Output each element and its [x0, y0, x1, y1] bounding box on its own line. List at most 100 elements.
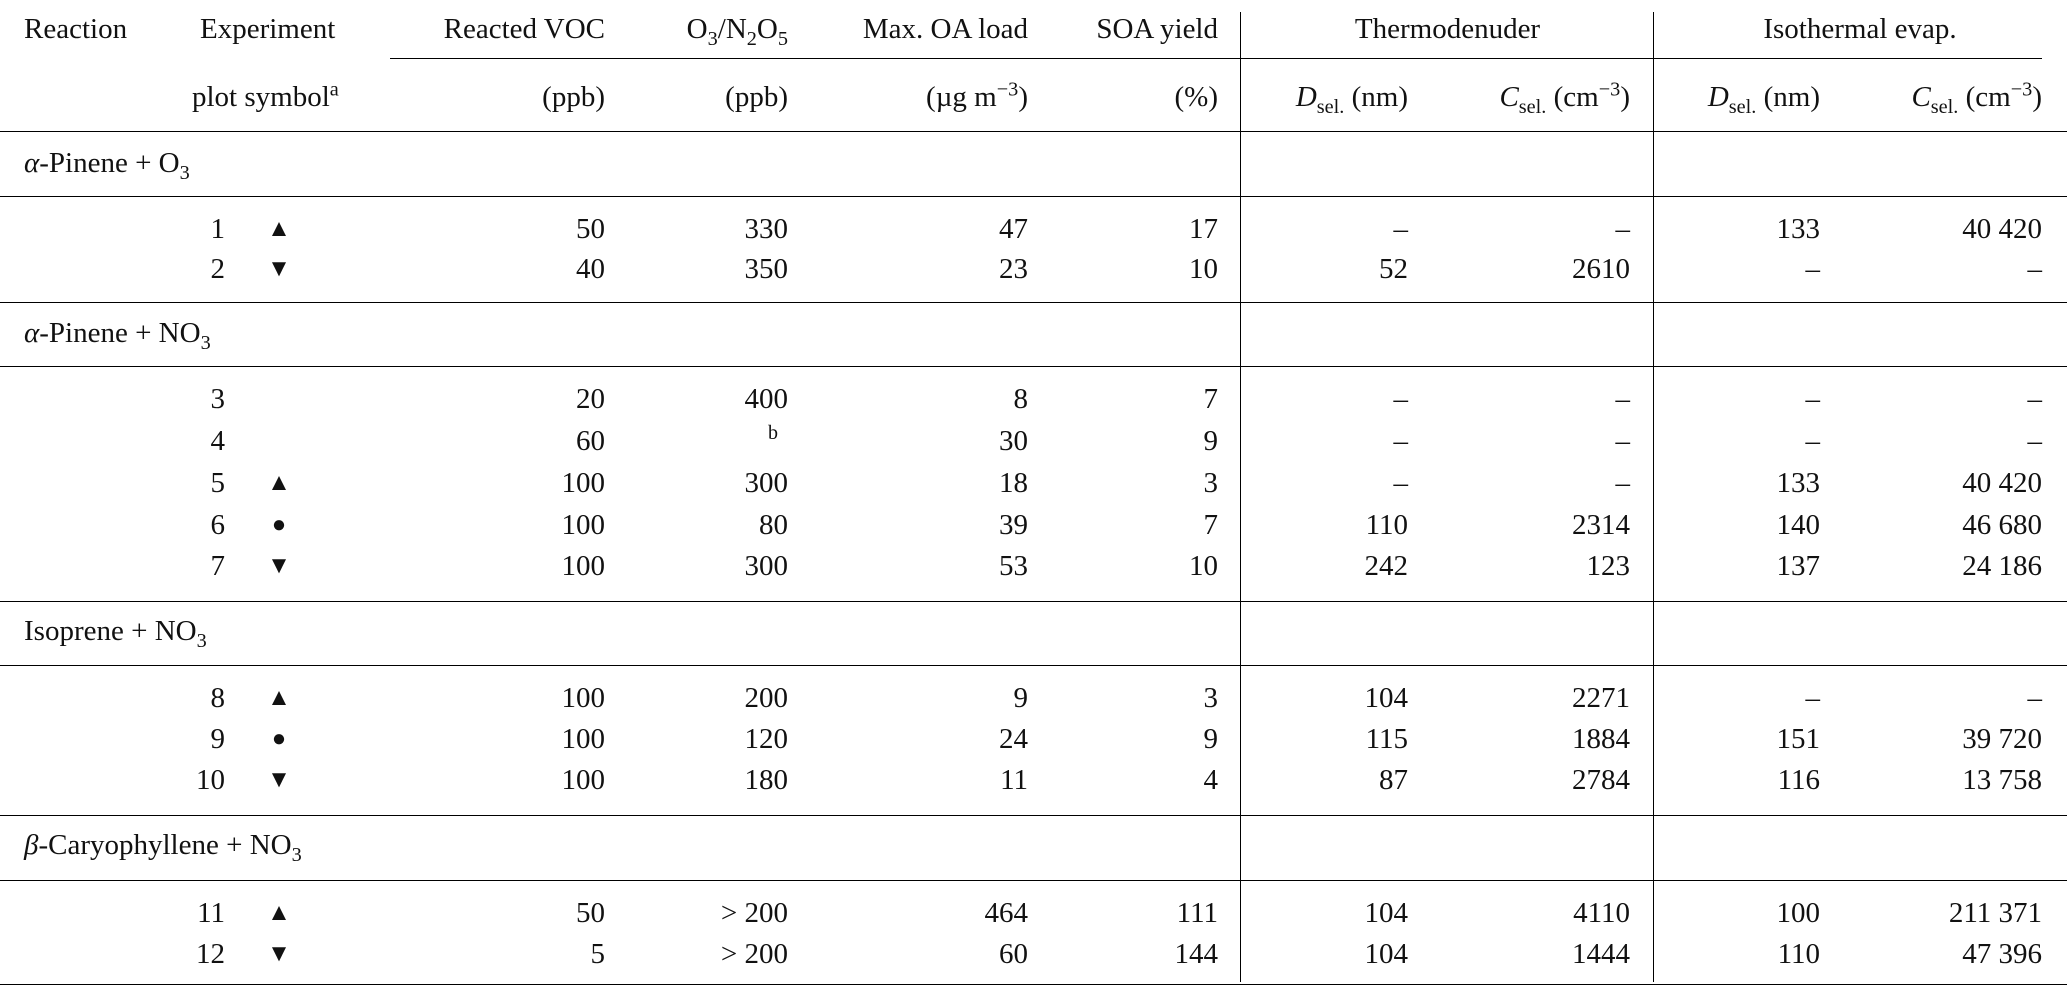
cell-iso-c: 46 680	[1962, 509, 2042, 541]
cell-soa: 4	[1203, 764, 1219, 796]
cell-td-c: 4110	[1573, 897, 1630, 929]
cell-oa: 8	[1013, 383, 1029, 415]
cell-oa: 30	[999, 425, 1028, 457]
cell-exp: 11	[197, 897, 225, 929]
cell-ox: 120	[744, 723, 789, 755]
cell-td-c: –	[1615, 213, 1631, 245]
cell-td-d: 242	[1364, 550, 1409, 582]
header-reacted-voc: Reacted VOC	[443, 13, 605, 45]
cell-iso-d: 110	[1777, 938, 1820, 970]
group-rule	[0, 601, 2067, 602]
header-max-oa: Max. OA load	[862, 13, 1028, 45]
cell-iso-d: 151	[1776, 723, 1821, 755]
header-td-dsel: Dsel. (nm)	[1295, 81, 1408, 118]
cell-iso-c: –	[2027, 383, 2043, 415]
cell-td-c: 2271	[1572, 682, 1630, 714]
cell-ox: 300	[744, 550, 789, 582]
cell-td-c: 2610	[1572, 253, 1630, 285]
unit-voc: (ppb)	[542, 81, 605, 113]
cell-soa: 144	[1174, 938, 1219, 970]
cell-iso-d: –	[1805, 383, 1821, 415]
header-rule	[390, 58, 2042, 59]
cell-td-d: 110	[1365, 509, 1408, 541]
group-label: Isoprene + NO3	[24, 615, 207, 652]
cell-iso-c: 47 396	[1962, 938, 2042, 970]
unit-oa: (µg m−3)	[926, 78, 1028, 113]
cell-oa: 39	[999, 509, 1028, 541]
plot-symbol-icon: ▲	[267, 470, 291, 496]
cell-iso-d: –	[1805, 253, 1821, 285]
cell-iso-d: 140	[1776, 509, 1821, 541]
cell-td-c: 2784	[1572, 764, 1630, 796]
cell-iso-c: 39 720	[1962, 723, 2042, 755]
cell-td-d: 52	[1379, 253, 1408, 285]
cell-oa: 11	[1000, 764, 1028, 796]
cell-oa: 47	[999, 213, 1028, 245]
cell-td-c: 1884	[1572, 723, 1630, 755]
cell-td-c: –	[1615, 383, 1631, 415]
cell-exp: 9	[210, 723, 226, 755]
group-label: α-Pinene + NO3	[24, 317, 211, 354]
rule-header-bottom	[0, 131, 2067, 132]
cell-soa: 9	[1203, 425, 1219, 457]
cell-exp: 10	[196, 764, 225, 796]
header-iso-dsel: Dsel. (nm)	[1707, 81, 1820, 118]
cell-voc: 100	[561, 723, 606, 755]
cell-voc: 50	[576, 897, 605, 929]
cell-voc: 100	[561, 682, 606, 714]
cell-voc: 50	[576, 213, 605, 245]
unit-oxidant: (ppb)	[725, 81, 788, 113]
cell-iso-c: 211 371	[1948, 897, 2042, 929]
cell-soa: 10	[1189, 253, 1218, 285]
cell-voc: 100	[561, 764, 606, 796]
cell-ox: 300	[744, 467, 789, 499]
cell-td-d: 104	[1364, 938, 1409, 970]
header-reaction: Reaction	[24, 13, 128, 45]
cell-iso-d: 133	[1776, 467, 1821, 499]
cell-td-c: 1444	[1572, 938, 1630, 970]
cell-iso-c: 40 420	[1962, 213, 2042, 245]
cell-iso-c: 13 758	[1962, 764, 2042, 796]
cell-td-c: 2314	[1572, 509, 1630, 541]
cell-soa: 3	[1203, 467, 1219, 499]
cell-exp: 6	[210, 509, 226, 541]
cell-exp: 12	[196, 938, 225, 970]
cell-oa: 464	[984, 897, 1029, 929]
cell-td-d: –	[1393, 213, 1409, 245]
group-label: β-Caryophyllene + NO3	[24, 829, 302, 866]
plot-symbol-icon: ▲	[267, 216, 291, 242]
cell-oa: 53	[999, 550, 1028, 582]
cell-oa: 23	[999, 253, 1028, 285]
cell-oa: 18	[999, 467, 1028, 499]
cell-td-d: 104	[1364, 682, 1409, 714]
cell-exp: 1	[210, 213, 226, 245]
header-oxidant: O3/N2O5	[686, 13, 788, 50]
group-rule	[0, 665, 2067, 666]
cell-iso-d: 137	[1776, 550, 1821, 582]
header-td-csel: Csel. (cm−3)	[1499, 78, 1630, 118]
unit-soa: (%)	[1174, 81, 1218, 113]
cell-soa: 7	[1203, 509, 1219, 541]
header-thermodenuder: Thermodenuder	[1354, 13, 1541, 45]
plot-symbol-icon: ▲	[267, 685, 291, 711]
header-plot-symbol: plot symbola	[192, 78, 339, 113]
cell-td-d: –	[1393, 425, 1409, 457]
cell-iso-c: –	[2027, 253, 2043, 285]
cell-voc: 20	[576, 383, 605, 415]
plot-symbol-icon: ▼	[267, 767, 291, 793]
rule-table-bottom	[0, 984, 2067, 985]
separator-thermodenuder	[1240, 12, 1241, 982]
cell-iso-d: 116	[1777, 764, 1820, 796]
cell-ox: 330	[744, 213, 789, 245]
cell-exp: 2	[210, 253, 226, 285]
cell-exp: 8	[210, 682, 226, 714]
cell-exp: 7	[210, 550, 226, 582]
cell-ox: 400	[744, 383, 789, 415]
cell-soa: 3	[1203, 682, 1219, 714]
cell-voc: 100	[561, 509, 606, 541]
cell-td-d: 104	[1364, 897, 1409, 929]
cell-ox: > 200	[720, 897, 788, 929]
plot-symbol-icon: ▲	[267, 900, 291, 926]
cell-iso-d: 100	[1776, 897, 1821, 929]
plot-symbol-icon: ▼	[267, 256, 291, 282]
